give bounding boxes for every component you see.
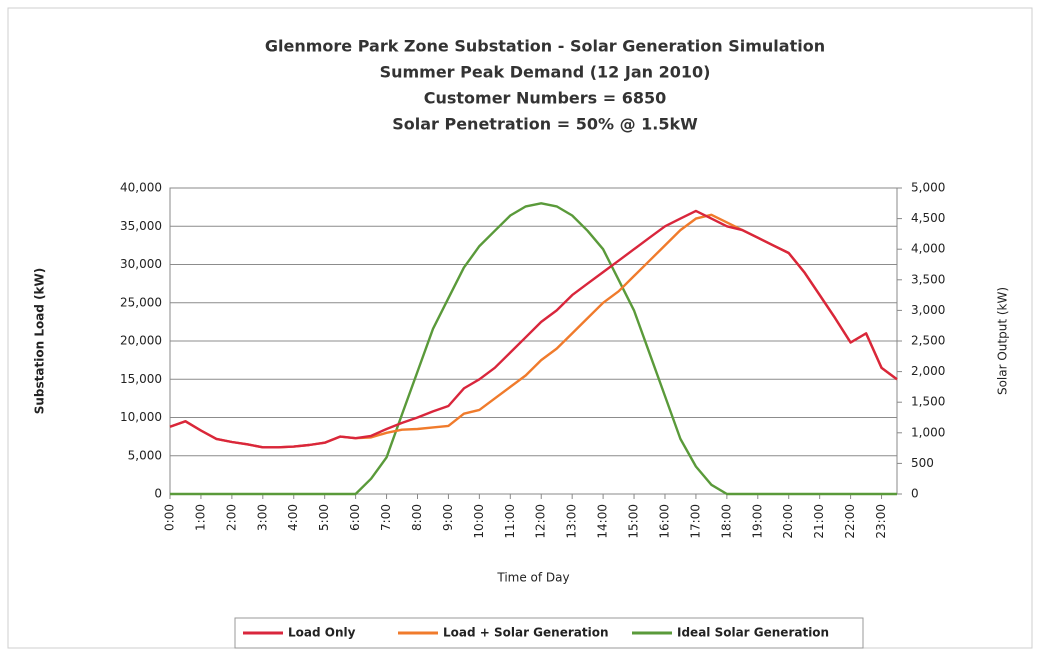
legend-box [234,617,864,649]
x-tick-label: 9:00 [441,504,455,531]
x-tick-label: 0:00 [163,504,177,531]
x-tick-label: 23:00 [874,504,888,539]
x-tick-label: 7:00 [379,504,393,531]
x-tick-label: 8:00 [410,504,424,531]
x-tick-label: 21:00 [812,504,826,539]
y2-tick-label: 2,000 [911,364,945,378]
chart-frame [7,7,1033,649]
y-tick-label: 15,000 [120,372,162,386]
x-tick-label: 5:00 [317,504,331,531]
y-tick-label: 40,000 [120,181,162,195]
y-axis-title: Substation Load (kW) [33,268,47,415]
x-axis-title: Time of Day [496,571,569,585]
y-tick-label: 0 [154,487,162,501]
x-tick-label: 1:00 [193,504,207,531]
x-tick-label: 10:00 [472,504,486,539]
y2-tick-label: 1,500 [911,395,945,409]
chart-title: Glenmore Park Zone Substation - Solar Ge… [265,37,825,56]
y-tick-label: 35,000 [120,219,162,233]
y2-tick-label: 3,000 [911,303,945,317]
chart-title: Customer Numbers = 6850 [424,89,667,108]
x-tick-label: 12:00 [534,504,548,539]
y2-tick-label: 500 [911,456,934,470]
x-tick-label: 15:00 [627,504,641,539]
x-tick-label: 20:00 [781,504,795,539]
x-tick-label: 19:00 [750,504,764,539]
chart-title: Summer Peak Demand (12 Jan 2010) [380,63,711,82]
x-tick-label: 18:00 [719,504,733,539]
y-tick-label: 5,000 [128,448,162,462]
x-tick-label: 13:00 [565,504,579,539]
x-tick-label: 22:00 [843,504,857,539]
y2-tick-label: 4,500 [911,211,945,225]
x-tick-label: 6:00 [348,504,362,531]
y2-tick-label: 0 [911,487,919,501]
y2-tick-label: 2,500 [911,334,945,348]
x-tick-label: 2:00 [224,504,238,531]
line-series [170,202,897,496]
y-tick-label: 25,000 [120,295,162,309]
y-tick-label: 30,000 [120,257,162,271]
y2-tick-label: 4,000 [911,242,945,256]
y2-tick-label: 3,500 [911,272,945,286]
y2-tick-label: 5,000 [911,181,945,195]
plot-border [169,187,898,495]
y-tick-label: 10,000 [120,410,162,424]
legend-label: Load + Solar Generation [443,626,609,640]
x-tick-label: 17:00 [688,504,702,539]
line-series [169,209,898,449]
legend-label: Ideal Solar Generation [677,626,829,640]
y2-axis-title: Solar Output (kW) [996,287,1010,395]
x-tick-label: 4:00 [286,504,300,531]
x-tick-label: 16:00 [657,504,671,539]
x-tick-label: 11:00 [503,504,517,539]
y-tick-label: 20,000 [120,334,162,348]
chart-title: Solar Penetration = 50% @ 1.5kW [392,115,698,134]
x-tick-label: 14:00 [596,504,610,539]
legend-label: Load Only [288,626,356,640]
y2-tick-label: 1,000 [911,425,945,439]
x-tick-label: 3:00 [255,504,269,531]
